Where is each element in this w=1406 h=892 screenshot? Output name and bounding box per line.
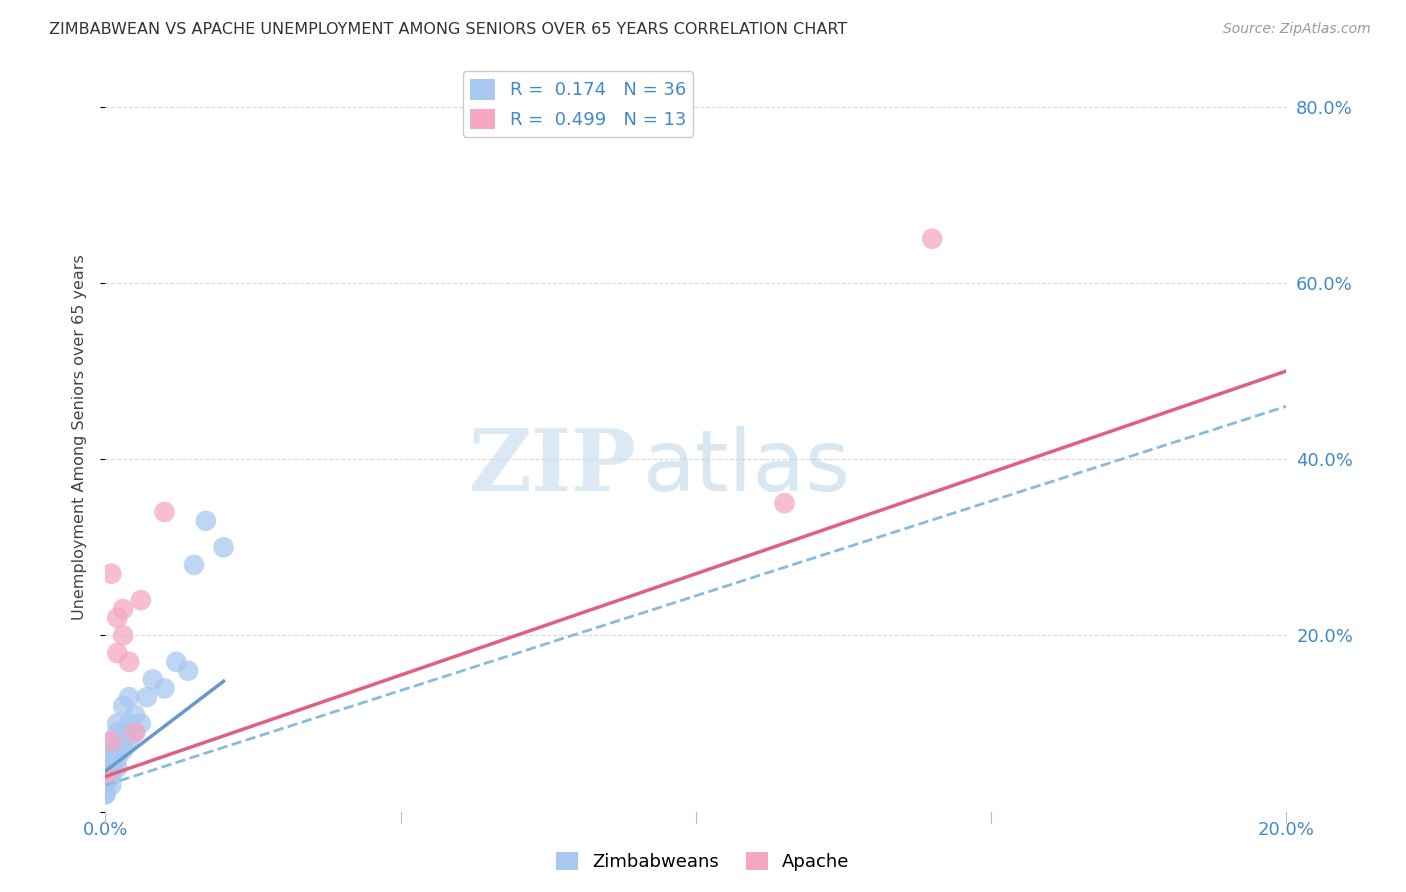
Point bbox=[773, 496, 796, 510]
Point bbox=[105, 611, 128, 625]
Point bbox=[921, 232, 943, 246]
Point bbox=[183, 558, 205, 572]
Point bbox=[105, 734, 128, 748]
Point bbox=[153, 681, 176, 696]
Point bbox=[105, 743, 128, 757]
Point bbox=[129, 716, 152, 731]
Point bbox=[135, 690, 157, 705]
Text: ZIP: ZIP bbox=[470, 425, 637, 509]
Point bbox=[105, 752, 128, 766]
Point bbox=[100, 743, 122, 757]
Point bbox=[112, 743, 135, 757]
Point bbox=[94, 778, 117, 792]
Point bbox=[100, 761, 122, 775]
Point bbox=[194, 514, 217, 528]
Text: atlas: atlas bbox=[643, 425, 851, 508]
Point bbox=[105, 761, 128, 775]
Point bbox=[112, 628, 135, 642]
Point bbox=[153, 505, 176, 519]
Point bbox=[105, 725, 128, 739]
Point bbox=[94, 787, 117, 801]
Point bbox=[100, 752, 122, 766]
Point bbox=[100, 734, 122, 748]
Point bbox=[100, 778, 122, 792]
Point bbox=[118, 655, 141, 669]
Point bbox=[212, 541, 235, 555]
Point bbox=[118, 716, 141, 731]
Point bbox=[100, 734, 122, 748]
Point bbox=[118, 690, 141, 705]
Point bbox=[94, 778, 117, 792]
Point bbox=[112, 725, 135, 739]
Point bbox=[124, 707, 146, 722]
Text: ZIMBABWEAN VS APACHE UNEMPLOYMENT AMONG SENIORS OVER 65 YEARS CORRELATION CHART: ZIMBABWEAN VS APACHE UNEMPLOYMENT AMONG … bbox=[49, 22, 848, 37]
Point bbox=[129, 593, 152, 607]
Point bbox=[94, 787, 117, 801]
Point bbox=[124, 725, 146, 739]
Point bbox=[105, 716, 128, 731]
Y-axis label: Unemployment Among Seniors over 65 years: Unemployment Among Seniors over 65 years bbox=[72, 254, 87, 620]
Point bbox=[124, 725, 146, 739]
Point bbox=[112, 602, 135, 616]
Point bbox=[118, 734, 141, 748]
Point bbox=[112, 734, 135, 748]
Point bbox=[100, 566, 122, 581]
Point bbox=[165, 655, 187, 669]
Point bbox=[100, 769, 122, 783]
Text: Source: ZipAtlas.com: Source: ZipAtlas.com bbox=[1223, 22, 1371, 37]
Legend: Zimbabweans, Apache: Zimbabweans, Apache bbox=[550, 845, 856, 879]
Point bbox=[105, 646, 128, 660]
Point bbox=[94, 769, 117, 783]
Point bbox=[112, 698, 135, 713]
Legend: R =  0.174   N = 36, R =  0.499   N = 13: R = 0.174 N = 36, R = 0.499 N = 13 bbox=[463, 71, 693, 136]
Point bbox=[100, 761, 122, 775]
Point bbox=[142, 673, 165, 687]
Point bbox=[177, 664, 200, 678]
Point bbox=[94, 769, 117, 783]
